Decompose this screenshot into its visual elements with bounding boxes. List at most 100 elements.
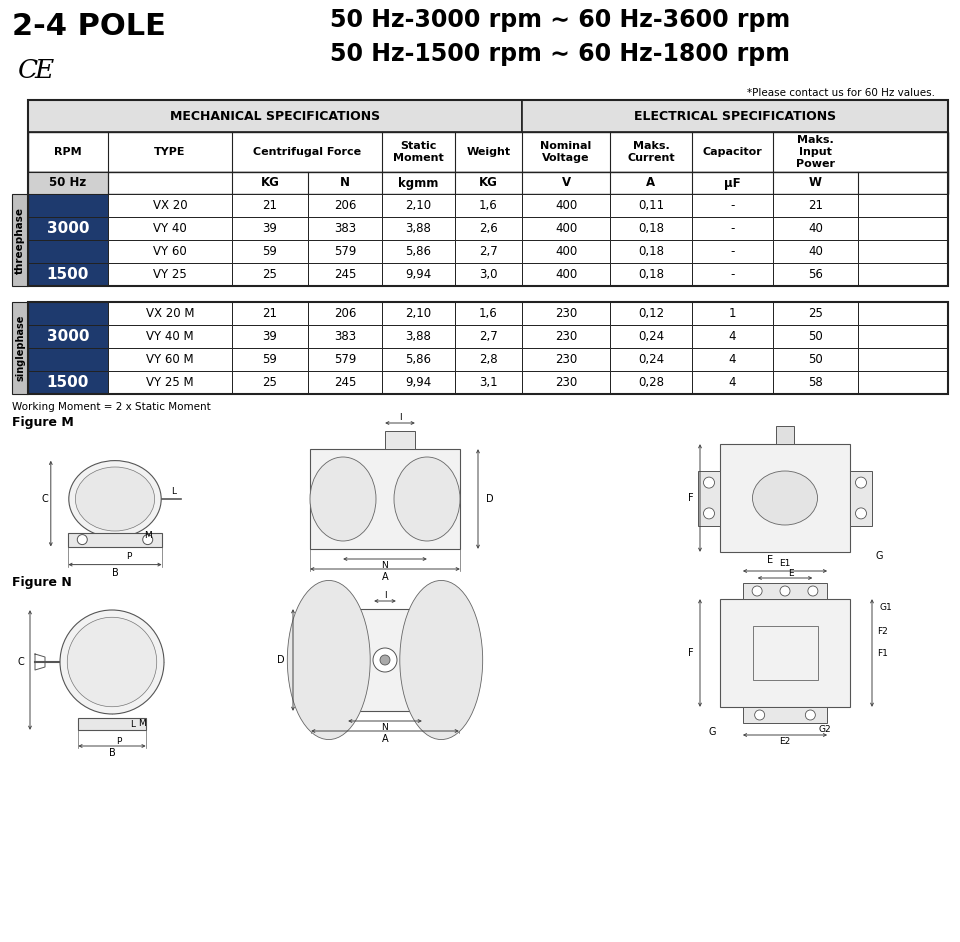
Text: 59: 59 <box>263 245 277 258</box>
Bar <box>385 431 415 449</box>
Text: VY 60: VY 60 <box>154 245 187 258</box>
Text: D: D <box>486 494 493 504</box>
Text: 9,94: 9,94 <box>405 268 432 281</box>
Text: 3000: 3000 <box>47 329 89 344</box>
Bar <box>522 100 948 132</box>
Text: singlephase: singlephase <box>15 315 25 382</box>
Circle shape <box>808 586 818 596</box>
Text: C: C <box>41 494 48 504</box>
Text: 3,1: 3,1 <box>479 376 498 389</box>
Text: F2: F2 <box>877 626 888 636</box>
Circle shape <box>60 610 164 714</box>
Text: Working Moment = 2 x Static Moment: Working Moment = 2 x Static Moment <box>12 402 211 412</box>
Bar <box>773 263 858 286</box>
Text: 2,8: 2,8 <box>479 353 498 366</box>
Bar <box>773 302 858 325</box>
Text: 5,86: 5,86 <box>405 245 431 258</box>
Text: 1,6: 1,6 <box>479 307 498 320</box>
Circle shape <box>855 508 867 519</box>
Text: G: G <box>876 551 883 561</box>
Bar <box>858 325 948 348</box>
Text: 9,94: 9,94 <box>405 376 432 389</box>
Bar <box>692 371 773 394</box>
Text: A: A <box>646 176 656 189</box>
Bar <box>232 263 308 286</box>
Bar <box>455 348 522 371</box>
Text: A: A <box>382 734 388 744</box>
Text: C: C <box>17 657 24 667</box>
Bar <box>28 217 108 240</box>
Bar <box>522 240 610 263</box>
Bar <box>232 371 308 394</box>
Text: 206: 206 <box>334 199 356 212</box>
Bar <box>692 194 773 217</box>
Text: 50 Hz-1500 rpm ∼ 60 Hz-1800 rpm: 50 Hz-1500 rpm ∼ 60 Hz-1800 rpm <box>330 42 790 66</box>
Bar <box>455 194 522 217</box>
Bar <box>692 240 773 263</box>
Text: 21: 21 <box>262 199 277 212</box>
Text: N: N <box>382 723 389 732</box>
Text: 4: 4 <box>729 353 736 366</box>
Text: Figure M: Figure M <box>12 416 74 429</box>
Text: VX 20 M: VX 20 M <box>146 307 194 320</box>
Circle shape <box>755 710 765 720</box>
Bar <box>28 132 948 172</box>
Text: G1: G1 <box>880 603 893 611</box>
Text: 5,86: 5,86 <box>405 353 431 366</box>
Bar <box>311 609 459 711</box>
Bar <box>12 302 28 394</box>
Bar <box>522 371 610 394</box>
Bar <box>28 172 948 194</box>
Text: P: P <box>127 552 132 561</box>
Bar <box>28 100 948 132</box>
Text: 206: 206 <box>334 307 356 320</box>
Bar <box>108 194 232 217</box>
Text: 0,11: 0,11 <box>638 199 664 212</box>
Text: 3000: 3000 <box>47 221 89 236</box>
Text: VY 60 M: VY 60 M <box>146 353 194 366</box>
Bar <box>522 263 610 286</box>
Text: 2,7: 2,7 <box>479 330 498 343</box>
Text: RPM: RPM <box>54 147 82 157</box>
Bar <box>858 194 948 217</box>
Ellipse shape <box>310 457 376 541</box>
Bar <box>28 263 108 286</box>
Text: D: D <box>277 655 285 665</box>
Text: 50: 50 <box>808 353 823 366</box>
Text: 2,6: 2,6 <box>479 222 498 235</box>
Bar <box>858 371 948 394</box>
Text: 400: 400 <box>555 268 577 281</box>
Text: kgmm: kgmm <box>398 176 439 189</box>
Bar <box>720 599 850 707</box>
Text: 2-4 POLE: 2-4 POLE <box>12 12 166 41</box>
Bar <box>108 217 232 240</box>
Text: Nominal
Voltage: Nominal Voltage <box>540 141 591 163</box>
Bar <box>28 194 108 217</box>
Bar <box>773 325 858 348</box>
Bar <box>28 325 108 348</box>
Text: Static
Moment: Static Moment <box>394 141 444 163</box>
Bar <box>382 240 455 263</box>
Circle shape <box>752 586 762 596</box>
Bar <box>308 325 382 348</box>
Bar <box>108 302 232 325</box>
Text: 579: 579 <box>334 353 356 366</box>
Bar <box>692 263 773 286</box>
Circle shape <box>373 648 397 672</box>
Bar <box>455 217 522 240</box>
Bar <box>773 194 858 217</box>
Text: 58: 58 <box>808 376 823 389</box>
Text: threephase: threephase <box>15 206 25 273</box>
Bar <box>382 371 455 394</box>
Bar <box>308 371 382 394</box>
Text: L: L <box>130 720 134 729</box>
Bar <box>108 325 232 348</box>
Text: 0,24: 0,24 <box>638 330 664 343</box>
Text: 2,10: 2,10 <box>405 307 432 320</box>
Text: C: C <box>18 58 38 83</box>
Bar <box>610 240 692 263</box>
Bar <box>308 194 382 217</box>
Circle shape <box>805 710 815 720</box>
Bar <box>28 371 108 394</box>
Bar <box>382 348 455 371</box>
